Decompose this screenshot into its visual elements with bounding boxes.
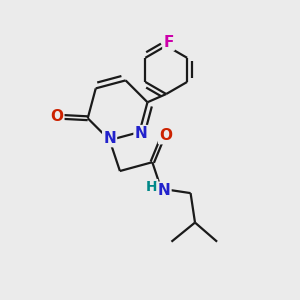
Text: N: N — [135, 126, 147, 141]
Text: F: F — [164, 35, 174, 50]
Text: N: N — [103, 131, 116, 146]
Text: O: O — [50, 109, 63, 124]
Text: N: N — [158, 183, 170, 198]
Text: H: H — [146, 180, 158, 194]
Text: O: O — [159, 128, 172, 143]
